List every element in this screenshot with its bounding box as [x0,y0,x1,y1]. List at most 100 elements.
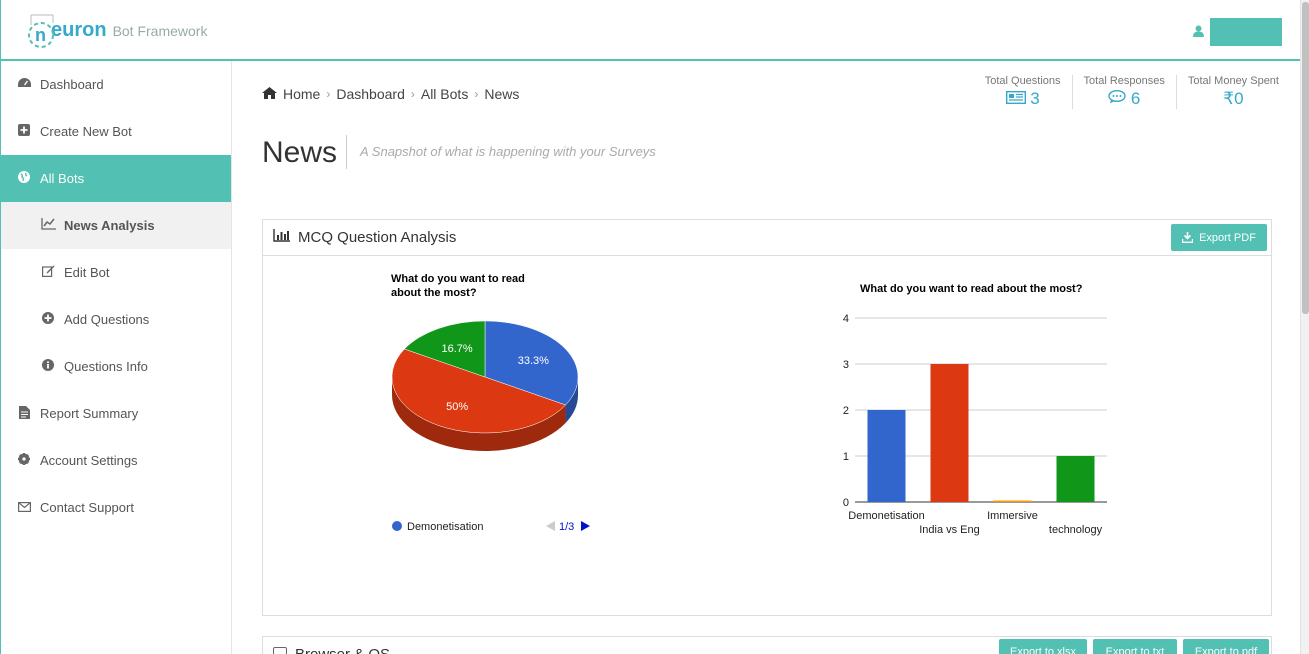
panel2-export-buttons: Export to xlsx Export to txt Export to p… [999,639,1269,654]
legend-prev-icon [546,521,555,531]
stat-label: Total Money Spent [1187,75,1279,87]
bar-chart-icon [273,229,290,246]
export-pdf-button[interactable]: Export PDF [1171,224,1267,251]
sidebar-item-label: All Bots [40,171,85,186]
chevron-right-icon: › [410,87,415,101]
plus-circle-icon [41,312,55,327]
vertical-scrollbar[interactable] [1300,0,1309,654]
x-tick-label: India vs Eng [919,524,980,536]
legend-label: Demonetisation [407,521,483,533]
logo-sub: Bot Framework [112,22,208,39]
gear-icon [17,453,31,468]
sidebar-item-label: Report Summary [40,406,139,421]
bar [1056,456,1095,502]
file-icon [17,405,31,422]
sidebar-item-label: Dashboard [40,77,104,92]
edit-icon [41,265,55,280]
y-tick-label: 3 [843,359,849,371]
stat-value: 6 [1084,89,1165,109]
y-tick-label: 1 [843,451,849,463]
stat-total-responses: Total Responses 6 [1071,75,1176,109]
title-divider [346,135,347,169]
export-txt-button[interactable]: Export to txt [1093,639,1177,654]
logo[interactable]: n euron Bot Framework [21,8,207,53]
pie-title: What do you want to read about the most? [391,273,525,299]
export-xlsx-button[interactable]: Export to xlsx [999,639,1087,654]
sidebar-item-label: Edit Bot [64,265,110,280]
legend-page: 1/3 [559,521,574,533]
panel-title: MCQ Question Analysis [298,229,457,246]
dashboard-icon [17,77,31,92]
pie-slice-label: 33.3% [518,355,549,367]
x-tick-label: Immersive [987,510,1038,522]
stat-total-questions: Total Questions 3 [974,75,1072,109]
sidebar-item-dashboard[interactable]: Dashboard [1,61,231,108]
legend-swatch [392,521,402,531]
user-name-box[interactable] [1210,18,1282,46]
pie-slice [391,348,566,434]
pie-slice-side [392,377,566,451]
sidebar-item-news-analysis[interactable]: News Analysis [1,202,231,249]
pie-slice [484,320,579,406]
panel-header: MCQ Question Analysis [263,220,1271,256]
main-content: Home › Dashboard › All Bots › News News … [232,61,1300,654]
chevron-right-icon: › [474,87,479,101]
browser-os-panel: Browser & OS Export to xlsx Export to tx… [262,636,1272,654]
bar [930,364,969,502]
panel2-header: Browser & OS [263,639,1271,654]
sidebar-item-label: Questions Info [64,359,148,374]
y-tick-label: 0 [843,497,849,509]
bar [867,410,906,502]
sidebar-item-label: Account Settings [40,453,138,468]
sidebar-item-edit-bot[interactable]: Edit Bot [1,249,231,296]
y-tick-label: 2 [843,405,849,417]
stat-label: Total Questions [984,75,1061,87]
sidebar-item-label: Add Questions [64,312,150,327]
sidebar-item-add-questions[interactable]: Add Questions [1,296,231,343]
sidebar-item-label: News Analysis [64,218,155,233]
info-circle-icon [41,359,55,374]
sidebar-item-account-settings[interactable]: Account Settings [1,437,231,484]
pie-chart: What do you want to read about the most? 3… [391,273,590,533]
breadcrumb-all-bots[interactable]: All Bots [420,86,469,102]
globe-icon [17,171,31,186]
newspaper-icon [1005,89,1026,108]
svg-text:n: n [35,25,46,45]
stat-number: ₹0 [1223,89,1244,108]
pie-slice-side [565,377,578,423]
pie-slice [404,320,486,378]
sidebar-item-questions-info[interactable]: Questions Info [1,343,231,390]
sidebar-item-label: Contact Support [40,500,134,515]
stat-label: Total Responses [1083,75,1165,87]
breadcrumb-dashboard[interactable]: Dashboard [336,86,405,102]
sidebar-item-label: Create New Bot [40,124,132,139]
chevron-right-icon: › [326,87,331,101]
mcq-analysis-panel: MCQ Question Analysis Export PDF What do… [262,219,1272,616]
envelope-icon [17,501,31,515]
comments-icon [1108,89,1126,108]
download-icon [1182,232,1194,243]
line-chart-icon [41,218,56,233]
sidebar-item-all-bots[interactable]: All Bots [1,155,231,202]
stat-number: 6 [1130,89,1141,108]
x-tick-label: Demonetisation [848,510,924,522]
x-tick-label: technology [1049,524,1103,536]
user-menu[interactable] [1193,18,1282,46]
home-icon [262,86,277,102]
logo-brand: euron [51,19,107,41]
sidebar-item-create-new-bot[interactable]: Create New Bot [1,108,231,155]
sidebar-item-report-summary[interactable]: Report Summary [1,390,231,437]
breadcrumb-current: News [484,86,520,102]
sidebar-item-contact-support[interactable]: Contact Support [1,484,231,531]
export-pdf2-button[interactable]: Export to pdf [1183,639,1269,654]
panel2-icon [273,647,287,654]
top-header: n euron Bot Framework [0,0,1300,61]
breadcrumb: Home › Dashboard › All Bots › News [262,86,519,102]
user-icon [1193,25,1204,40]
logo-mark-icon: n [21,11,55,51]
scrollbar-thumb[interactable] [1302,2,1309,314]
bar-chart: What do you want to read about the most?… [843,283,1107,536]
page-title: News [262,136,338,169]
page-subtitle: A Snapshot of what is happening with you… [360,144,656,159]
breadcrumb-home[interactable]: Home [283,86,321,102]
